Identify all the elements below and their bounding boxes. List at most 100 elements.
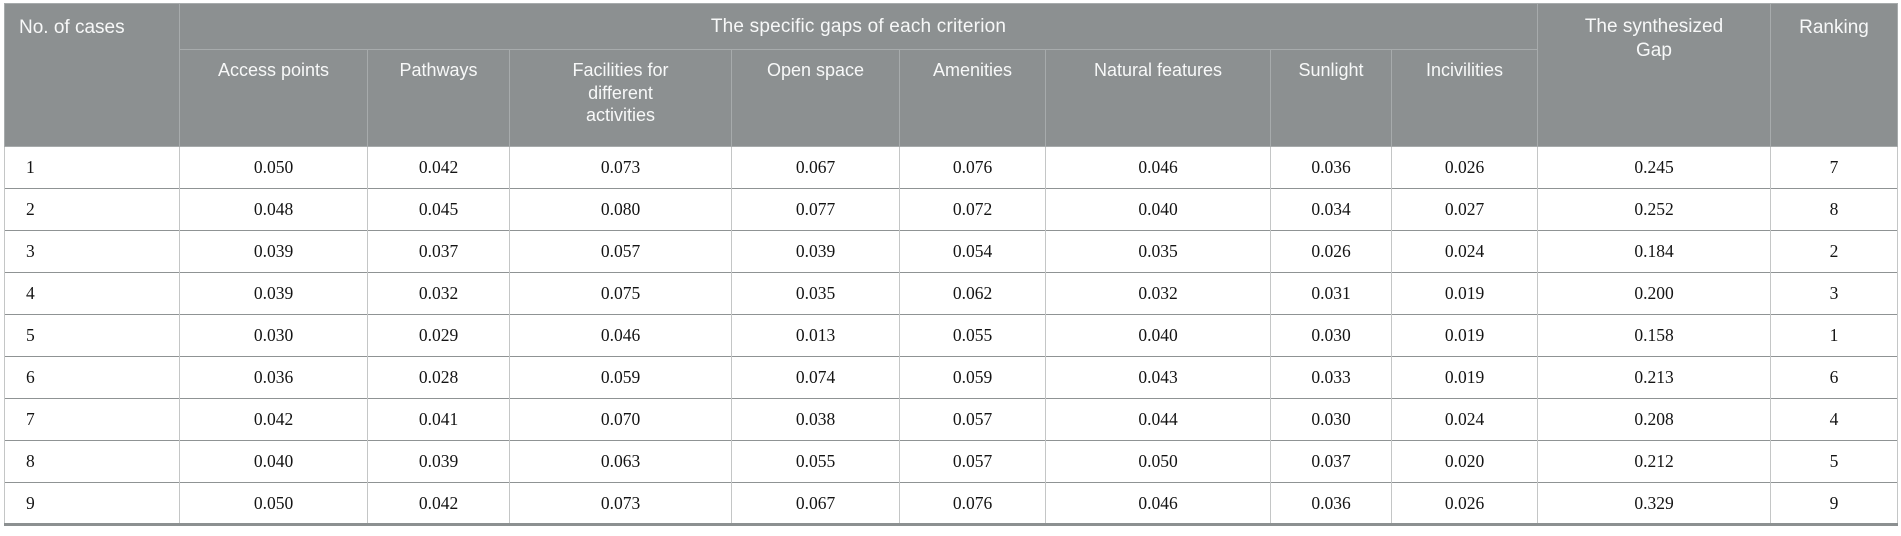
cell-gap-value: 0.059 — [509, 356, 732, 399]
cell-gap-value: 0.076 — [899, 482, 1046, 525]
cell-gap-value: 0.059 — [899, 356, 1046, 399]
cell-ranking: 7 — [1770, 146, 1898, 189]
gaps-table-container: No. of cases The specific gaps of each c… — [4, 3, 1898, 526]
cell-gap-value: 0.019 — [1391, 314, 1538, 357]
col-header-access-points: Access points — [179, 49, 368, 147]
col-header-label: Facilities for different activities — [572, 60, 669, 125]
cell-gap-value: 0.032 — [1045, 272, 1271, 315]
cell-gap-value: 0.039 — [367, 440, 510, 483]
cell-gap-value: 0.032 — [367, 272, 510, 315]
col-header-label: Amenities — [932, 60, 1013, 80]
cell-gap-value: 0.057 — [899, 398, 1046, 441]
table-row: 7 0.042 0.041 0.070 0.038 0.057 0.044 0.030 0.02… — [4, 398, 1898, 441]
cell-synthesized-gap: 0.245 — [1537, 146, 1771, 189]
cell-gap-value: 0.038 — [731, 398, 900, 441]
cell-gap-value: 0.036 — [1270, 482, 1392, 525]
cell-gap-value: 0.028 — [367, 356, 510, 399]
cell-gap-value: 0.050 — [1045, 440, 1271, 483]
cell-gap-value: 0.043 — [1045, 356, 1271, 399]
col-header-no-of-cases: No. of cases — [4, 3, 180, 147]
cell-gap-value: 0.070 — [509, 398, 732, 441]
col-header-synthesized-gap: The synthesized Gap — [1537, 3, 1771, 147]
cell-gap-value: 0.024 — [1391, 230, 1538, 273]
cell-synthesized-gap: 0.200 — [1537, 272, 1771, 315]
cell-ranking: 2 — [1770, 230, 1898, 273]
cell-gap-value: 0.067 — [731, 146, 900, 189]
cell-gap-value: 0.072 — [899, 188, 1046, 231]
cell-gap-value: 0.046 — [1045, 482, 1271, 525]
cell-gap-value: 0.062 — [899, 272, 1046, 315]
cell-case-number: 1 — [4, 146, 180, 189]
cell-case-number: 8 — [4, 440, 180, 483]
cell-gap-value: 0.067 — [731, 482, 900, 525]
cell-synthesized-gap: 0.212 — [1537, 440, 1771, 483]
cell-gap-value: 0.042 — [367, 146, 510, 189]
col-group-header-specific-gaps: The specific gaps of each criterion — [179, 3, 1538, 50]
cell-gap-value: 0.050 — [179, 146, 368, 189]
cell-case-number: 7 — [4, 398, 180, 441]
col-header-natural-features: Natural features — [1045, 49, 1271, 147]
col-header-incivilities: Incivilities — [1391, 49, 1538, 147]
cell-synthesized-gap: 0.329 — [1537, 482, 1771, 525]
cell-case-number: 2 — [4, 188, 180, 231]
cell-gap-value: 0.080 — [509, 188, 732, 231]
col-header-label: Natural features — [1093, 60, 1223, 80]
cell-gap-value: 0.034 — [1270, 188, 1392, 231]
col-header-label: Incivilities — [1425, 60, 1504, 80]
col-header-facilities-for-different-activities: Facilities for different activities — [509, 49, 732, 147]
gaps-table: No. of cases The specific gaps of each c… — [4, 3, 1898, 526]
cell-ranking: 6 — [1770, 356, 1898, 399]
cell-gap-value: 0.077 — [731, 188, 900, 231]
cell-gap-value: 0.055 — [899, 314, 1046, 357]
col-header-pathways: Pathways — [367, 49, 510, 147]
cell-gap-value: 0.031 — [1270, 272, 1392, 315]
table-row: 3 0.039 0.037 0.057 0.039 0.054 0.035 0.026 0.02… — [4, 230, 1898, 273]
cell-gap-value: 0.036 — [179, 356, 368, 399]
table-body: 1 0.050 0.042 0.073 0.067 0.076 0.046 0.036 0.02… — [4, 146, 1898, 525]
cell-gap-value: 0.040 — [1045, 314, 1271, 357]
cell-gap-value: 0.045 — [367, 188, 510, 231]
cell-gap-value: 0.044 — [1045, 398, 1271, 441]
cell-gap-value: 0.020 — [1391, 440, 1538, 483]
cell-synthesized-gap: 0.208 — [1537, 398, 1771, 441]
table-row: 2 0.048 0.045 0.080 0.077 0.072 0.040 0.034 0.02… — [4, 188, 1898, 231]
table-header: No. of cases The specific gaps of each c… — [4, 3, 1898, 147]
cell-ranking: 5 — [1770, 440, 1898, 483]
cell-gap-value: 0.055 — [731, 440, 900, 483]
table-row: 6 0.036 0.028 0.059 0.074 0.059 0.043 0.033 0.01… — [4, 356, 1898, 399]
cell-gap-value: 0.048 — [179, 188, 368, 231]
col-header-sunlight: Sunlight — [1270, 49, 1392, 147]
cell-gap-value: 0.073 — [509, 146, 732, 189]
cell-gap-value: 0.035 — [1045, 230, 1271, 273]
cell-gap-value: 0.030 — [1270, 398, 1392, 441]
cell-case-number: 9 — [4, 482, 180, 525]
cell-gap-value: 0.076 — [899, 146, 1046, 189]
cell-gap-value: 0.046 — [509, 314, 732, 357]
cell-gap-value: 0.030 — [179, 314, 368, 357]
cell-gap-value: 0.037 — [367, 230, 510, 273]
cell-gap-value: 0.024 — [1391, 398, 1538, 441]
cell-gap-value: 0.019 — [1391, 272, 1538, 315]
cell-gap-value: 0.042 — [179, 398, 368, 441]
cell-gap-value: 0.030 — [1270, 314, 1392, 357]
table-row: 9 0.050 0.042 0.073 0.067 0.076 0.046 0.036 0.02… — [4, 482, 1898, 525]
cell-gap-value: 0.026 — [1391, 146, 1538, 189]
cell-synthesized-gap: 0.213 — [1537, 356, 1771, 399]
cell-gap-value: 0.075 — [509, 272, 732, 315]
cell-gap-value: 0.026 — [1270, 230, 1392, 273]
cell-synthesized-gap: 0.184 — [1537, 230, 1771, 273]
cell-gap-value: 0.040 — [1045, 188, 1271, 231]
cell-gap-value: 0.057 — [899, 440, 1046, 483]
header-row-group: No. of cases The specific gaps of each c… — [4, 3, 1898, 147]
col-header-ranking: Ranking — [1770, 3, 1898, 147]
cell-gap-value: 0.019 — [1391, 356, 1538, 399]
col-header-label: Access points — [217, 60, 330, 80]
cell-synthesized-gap: 0.158 — [1537, 314, 1771, 357]
cell-gap-value: 0.039 — [179, 272, 368, 315]
table-row: 5 0.030 0.029 0.046 0.013 0.055 0.040 0.030 0.01… — [4, 314, 1898, 357]
table-row: 8 0.040 0.039 0.063 0.055 0.057 0.050 0.037 0.02… — [4, 440, 1898, 483]
cell-gap-value: 0.046 — [1045, 146, 1271, 189]
cell-gap-value: 0.013 — [731, 314, 900, 357]
cell-gap-value: 0.041 — [367, 398, 510, 441]
cell-gap-value: 0.036 — [1270, 146, 1392, 189]
